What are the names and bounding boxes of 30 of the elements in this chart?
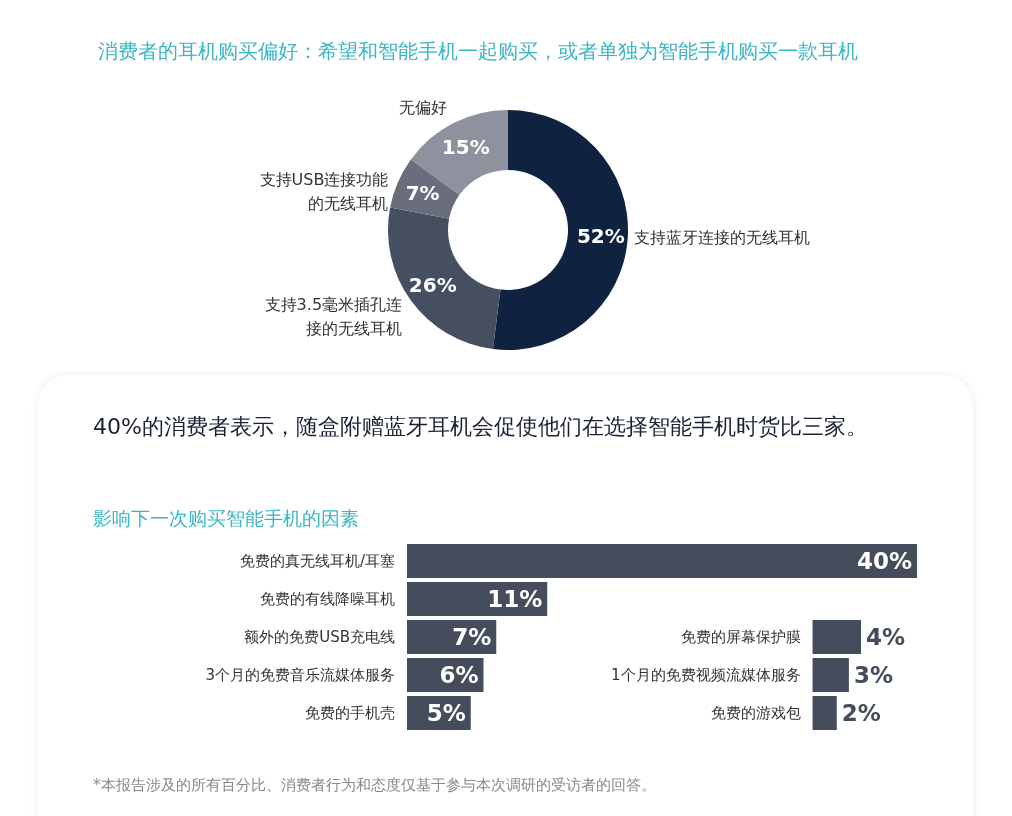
chart-title: 消费者的耳机购买偏好：希望和智能手机一起购买，或者单独为智能手机购买一款耳机 xyxy=(98,39,858,63)
data-label: 15% xyxy=(441,135,490,160)
slice-label: 支持3.5毫米插孔连接的无线耳机 xyxy=(264,294,403,338)
category-label: 免费的有线降噪耳机 xyxy=(260,590,395,608)
slice-label: 支持USB连接功能的无线耳机 xyxy=(259,170,389,214)
data-label: 11% xyxy=(487,586,543,612)
data-label: 2% xyxy=(841,700,881,726)
data-label: 3% xyxy=(853,662,893,688)
category-label: 1个月的免费视频流媒体服务 xyxy=(611,666,801,684)
bar xyxy=(407,544,917,578)
data-label: 7% xyxy=(452,624,492,650)
data-label: 52% xyxy=(576,223,625,248)
data-label: 5% xyxy=(426,700,466,726)
text: *本报告涉及的所有百分比、消费者行为和态度仅基于参与本次调研的受访者的回答。 xyxy=(93,775,656,794)
category-label: 3个月的免费音乐流媒体服务 xyxy=(205,666,395,684)
data-label: 40% xyxy=(856,548,912,574)
category-label: 免费的手机壳 xyxy=(305,704,395,722)
data-label: 6% xyxy=(439,662,479,688)
category-label: 免费的真无线耳机/耳塞 xyxy=(239,552,395,570)
slice-label: 支持蓝牙连接的无线耳机 xyxy=(633,228,810,248)
data-label: 4% xyxy=(866,624,906,650)
category-label: 额外的免费USB充电线 xyxy=(244,628,395,646)
bar xyxy=(407,582,548,616)
slice-label: 无偏好 xyxy=(398,98,447,118)
text: 影响下一次购买智能手机的因素 xyxy=(93,506,359,529)
chart-subtitle: 40%的消费者表示，随盒附赠蓝牙耳机会促使他们在选择智能手机时货比三家。 xyxy=(93,413,868,439)
category-label: 免费的游戏包 xyxy=(710,704,801,722)
data-label: 26% xyxy=(408,272,457,297)
data-label: 7% xyxy=(405,181,440,206)
category-label: 免费的屏幕保护膜 xyxy=(680,628,801,646)
